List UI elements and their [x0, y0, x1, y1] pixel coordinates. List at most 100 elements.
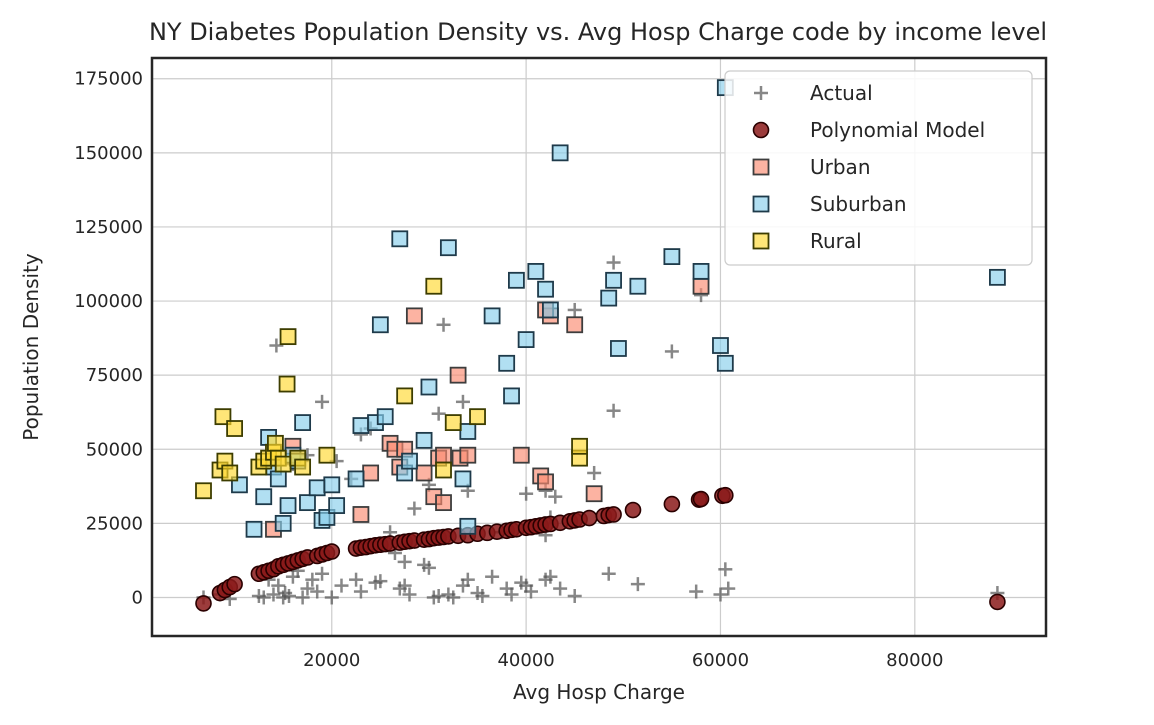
data-point: [308, 479, 326, 497]
x-axis-label: Avg Hosp Charge: [513, 680, 685, 704]
data-point: [606, 403, 621, 418]
data-point: [353, 584, 368, 599]
data-point: [716, 354, 734, 372]
data-point: [517, 331, 535, 348]
axis-ticks: 20000 40000 60000 80000 0 25000 50000 75000 1000…: [74, 69, 943, 671]
y-tick-label: 100000: [74, 291, 143, 312]
x-tick-label: 20000: [303, 650, 360, 671]
x-tick-label: 60000: [692, 650, 749, 671]
data-point: [396, 387, 414, 405]
data-point: [629, 277, 647, 295]
data-point: [548, 489, 563, 504]
data-point: [323, 543, 341, 560]
y-tick-label: 150000: [74, 143, 143, 164]
chart-title: NY Diabetes Population Density vs. Avg H…: [149, 18, 1047, 46]
data-point: [566, 316, 584, 334]
data-point: [718, 562, 733, 577]
data-point: [431, 588, 446, 603]
data-point: [543, 569, 558, 584]
data-point: [605, 506, 622, 523]
data-point: [425, 277, 443, 295]
data-point: [537, 280, 554, 298]
data-point: [255, 488, 273, 506]
legend-label-actual: Actual: [810, 81, 873, 105]
data-point: [721, 581, 736, 596]
data-point: [436, 317, 451, 332]
data-point: [435, 461, 452, 479]
data-point: [692, 263, 710, 280]
data-point: [475, 588, 490, 603]
data-point: [305, 572, 320, 587]
data-point: [328, 497, 346, 514]
x-tick-label: 40000: [497, 650, 554, 671]
data-point: [692, 490, 710, 508]
y-tick-label: 50000: [86, 439, 143, 460]
data-point: [431, 406, 446, 421]
data-point: [310, 584, 325, 599]
data-point: [435, 446, 452, 464]
data-point: [415, 431, 433, 449]
data-point: [407, 501, 422, 516]
data-point: [324, 590, 339, 605]
data-point: [989, 268, 1006, 286]
data-point: [444, 414, 462, 431]
data-point: [315, 394, 330, 409]
legend: Actual Polynomial Model Urban Suburban Rural: [724, 70, 1033, 266]
data-point: [553, 581, 568, 596]
data-point: [269, 338, 284, 353]
data-point: [567, 588, 582, 603]
series-polynomial-model: [195, 486, 1006, 612]
data-point: [397, 578, 412, 593]
data-point: [371, 316, 389, 334]
data-point: [294, 414, 312, 431]
data-point: [362, 464, 380, 482]
data-point: [221, 464, 239, 482]
data-point: [449, 366, 467, 384]
data-point: [391, 230, 409, 248]
data-point: [299, 494, 316, 512]
y-tick-label: 25000: [86, 513, 143, 534]
data-point: [318, 446, 336, 464]
data-point: [455, 394, 470, 409]
data-point: [446, 590, 461, 605]
series-suburban: [231, 79, 1006, 538]
data-point: [460, 572, 475, 587]
plot-frame: [150, 56, 1048, 638]
data-point: [523, 584, 538, 599]
data-point: [689, 584, 704, 599]
y-tick-label: 125000: [74, 217, 143, 238]
legend-box: [724, 70, 1033, 266]
data-point: [587, 465, 602, 480]
data-point: [334, 578, 349, 593]
data-point: [439, 239, 457, 257]
data-point: [605, 271, 622, 289]
data-point: [459, 446, 477, 464]
data-point: [610, 340, 627, 357]
data-point: [279, 328, 297, 346]
y-tick-label: 0: [132, 587, 143, 608]
legend-label-suburban: Suburban: [810, 192, 907, 216]
data-point: [459, 517, 477, 535]
data-point: [624, 501, 642, 519]
data-point: [567, 302, 582, 317]
y-axis-label: Population Density: [19, 253, 43, 441]
data-point: [606, 255, 621, 270]
data-point: [352, 506, 370, 523]
data-point: [663, 495, 681, 513]
legend-label-polynomial-model: Polynomial Model: [810, 118, 985, 142]
data-point: [527, 263, 545, 280]
data-point: [571, 437, 588, 455]
y-tick-label: 75000: [86, 365, 143, 386]
data-point: [663, 248, 681, 265]
legend-label-rural: Rural: [810, 229, 862, 253]
data-point: [537, 473, 554, 491]
data-point: [512, 446, 530, 464]
legend-marker-suburban: [752, 195, 770, 213]
data-point: [245, 520, 263, 538]
legend-label-urban: Urban: [810, 155, 871, 179]
data-point: [226, 420, 243, 437]
data-point: [256, 590, 271, 605]
data-point: [421, 560, 436, 575]
data-point: [267, 434, 284, 452]
y-tick-label: 175000: [74, 69, 143, 90]
